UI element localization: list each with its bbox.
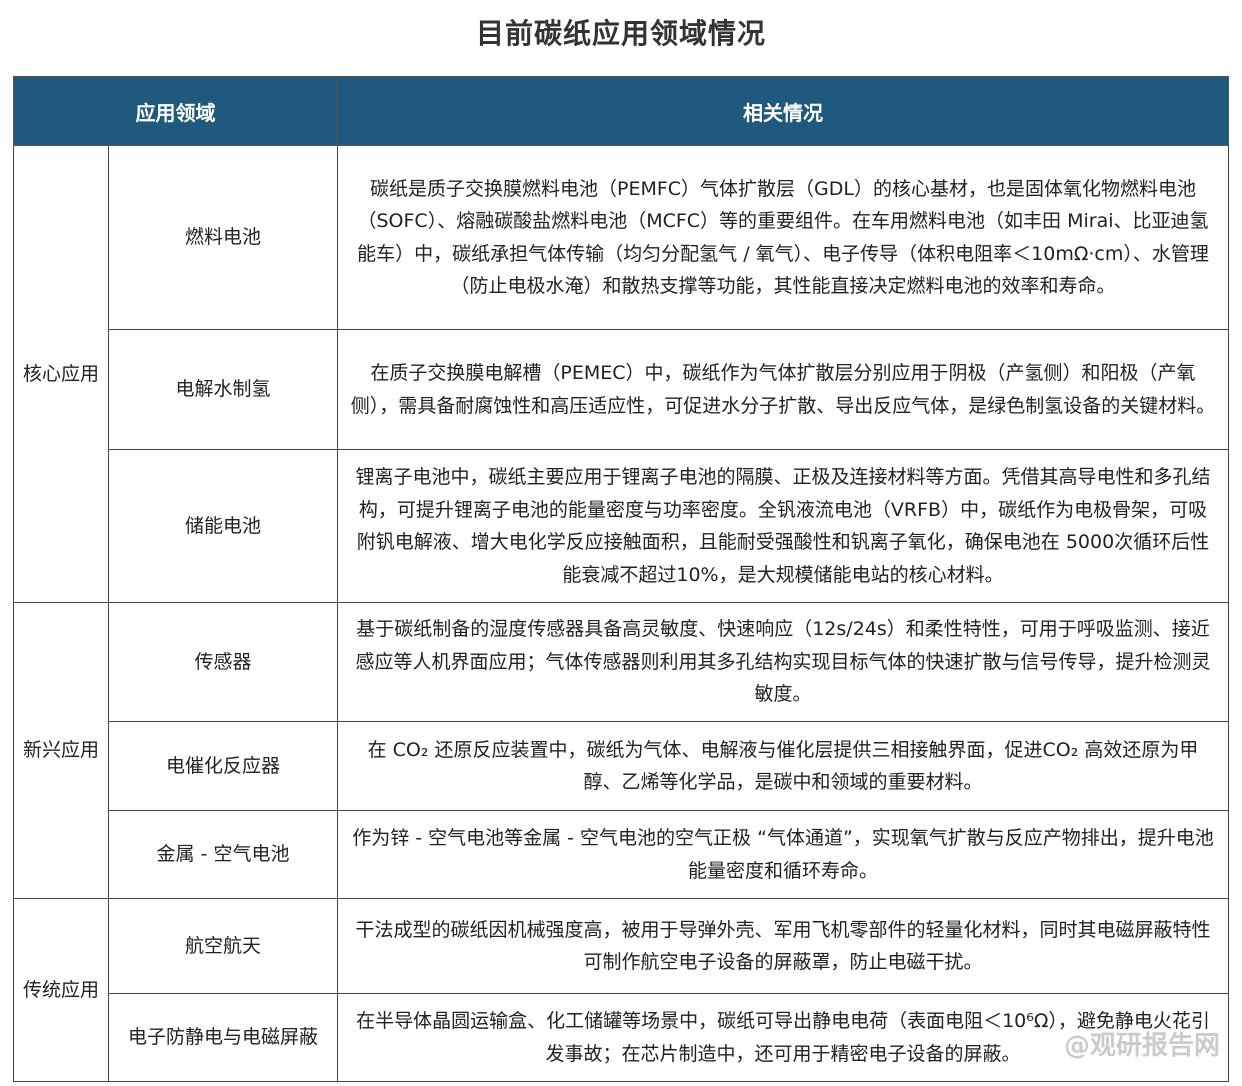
desc-cell: 基于碳纸制备的湿度传感器具备高灵敏度、快速响应（12s/24s）和柔性特性，可用… [337, 602, 1229, 722]
header-field: 应用领域 [13, 76, 338, 146]
application-table: 应用领域 相关情况 核心应用 燃料电池 碳纸是质子交换膜燃料电池（PEMFC）气… [13, 76, 1229, 1082]
field-cell: 燃料电池 [108, 145, 338, 330]
desc-cell: 作为锌 - 空气电池等金属 - 空气电池的空气正极 “气体通道”，实现氧气扩散与… [337, 810, 1229, 899]
table-row: 核心应用 燃料电池 碳纸是质子交换膜燃料电池（PEMFC）气体扩散层（GDL）的… [13, 145, 1229, 603]
desc-cell: 在 CO₂ 还原反应装置中，碳纸为气体、电解液与催化层提供三相接触界面，促进CO… [337, 721, 1229, 811]
desc-cell: 锂离子电池中，碳纸主要应用于锂离子电池的隔膜、正极及连接材料等方面。凭借其高导电… [337, 449, 1229, 603]
table-row: 电子防静电与电磁屏蔽 在半导体晶圆运输盒、化工储罐等场景中，碳纸可导出静电电荷（… [14, 993, 1229, 1082]
field-cell: 航空航天 [108, 898, 338, 994]
field-cell: 储能电池 [108, 449, 338, 603]
table-row: 电催化反应器 在 CO₂ 还原反应装置中，碳纸为气体、电解液与催化层提供三相接触… [14, 721, 1229, 811]
field-cell: 电解水制氢 [108, 329, 338, 450]
table-row: 储能电池 锂离子电池中，碳纸主要应用于锂离子电池的隔膜、正极及连接材料等方面。凭… [14, 449, 1229, 603]
table-row: 新兴应用 传感器 基于碳纸制备的湿度传感器具备高灵敏度、快速响应（12s/24s… [13, 602, 1229, 899]
watermark: @观研报告网 [1063, 1031, 1220, 1061]
field-cell: 电子防静电与电磁屏蔽 [108, 993, 338, 1082]
group-cell: 传统应用 [13, 898, 109, 1082]
desc-cell: 在质子交换膜电解槽（PEMEC）中，碳纸作为气体扩散层分别应用于阴极（产氢侧）和… [337, 329, 1229, 450]
header-row: 应用领域 相关情况 [13, 76, 1229, 146]
field-cell: 金属 - 空气电池 [108, 810, 338, 899]
group-cell: 核心应用 [13, 145, 109, 603]
group-cell: 新兴应用 [13, 602, 109, 899]
table-row: 传统应用 航空航天 干法成型的碳纸因机械强度高，被用于导弹外壳、军用飞机零部件的… [13, 898, 1229, 1082]
header-desc: 相关情况 [337, 76, 1229, 146]
field-cell: 传感器 [108, 602, 338, 722]
table-row: 电解水制氢 在质子交换膜电解槽（PEMEC）中，碳纸作为气体扩散层分别应用于阴极… [14, 329, 1229, 450]
desc-cell: 碳纸是质子交换膜燃料电池（PEMFC）气体扩散层（GDL）的核心基材，也是固体氧… [337, 145, 1229, 330]
desc-cell: 干法成型的碳纸因机械强度高，被用于导弹外壳、军用飞机零部件的轻量化材料，同时其电… [337, 898, 1229, 994]
page-title: 目前碳纸应用领域情况 [475, 17, 766, 50]
desc-cell: 在半导体晶圆运输盒、化工储罐等场景中，碳纸可导出静电电荷（表面电阻＜10⁶Ω），… [337, 993, 1229, 1082]
field-cell: 电催化反应器 [108, 721, 338, 811]
table-row: 金属 - 空气电池 作为锌 - 空气电池等金属 - 空气电池的空气正极 “气体通… [14, 810, 1229, 899]
